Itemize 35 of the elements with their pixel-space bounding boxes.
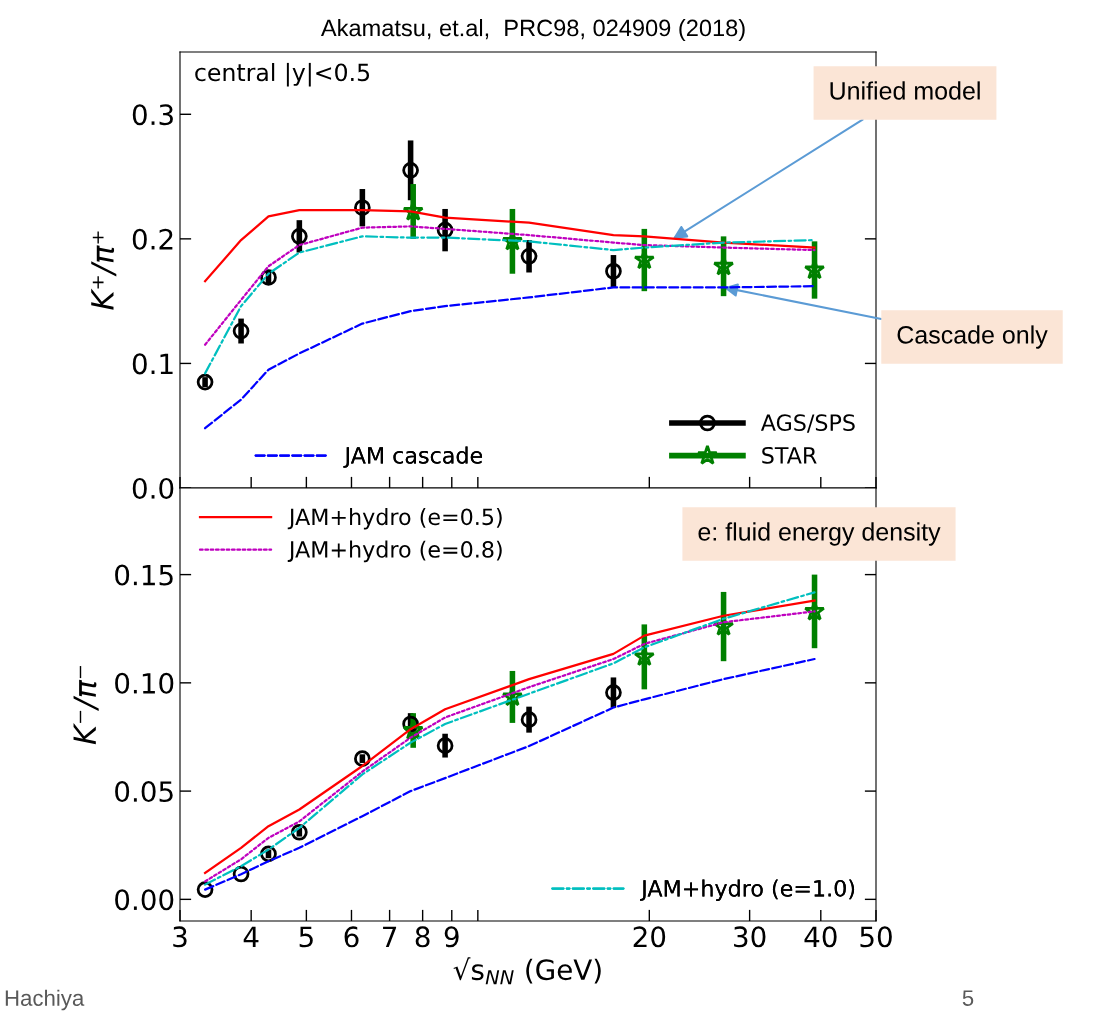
chart-title: Akamatsu, et.al, PRC98, 024909 (2018) <box>320 19 745 41</box>
x-tick-label: 30 <box>734 926 766 948</box>
x-tick-label: 20 <box>633 926 666 948</box>
x-tick-label: 50 <box>860 926 892 948</box>
x-tick-label: 9 <box>444 926 459 948</box>
text: Hachiya <box>5 989 85 1011</box>
x-tick-label: 3 <box>173 926 187 948</box>
legend-label: JAM cascade <box>343 446 483 468</box>
y-tick-label: 0.3 <box>132 104 173 126</box>
y-tick-label: 0.1 <box>132 353 173 375</box>
y-axis-title: K⁻/π⁻ <box>73 666 99 745</box>
x-tick-label: 5 <box>299 926 313 948</box>
y-tick-label: 0.05 <box>115 781 173 803</box>
x-tick-label: 8 <box>415 926 430 948</box>
annotation: Cascade only <box>897 325 1048 349</box>
y-axis-title: K⁺/π⁺ <box>91 231 117 310</box>
y-tick-label: 0.2 <box>132 228 173 250</box>
x-axis-title: √s$_{NN}$ (GeV) <box>453 957 601 985</box>
x-tick-label: 4 <box>243 926 259 947</box>
annotation: e: fluid energy density <box>698 522 941 546</box>
annotation: central |y|<0.5 <box>195 62 370 87</box>
text: 5 <box>962 990 974 1006</box>
y-tick-label: 0.15 <box>115 564 173 586</box>
x-tick-label: 6 <box>344 926 359 948</box>
x-tick-label: 40 <box>804 926 837 948</box>
legend-label: JAM+hydro (e=0.8) <box>287 540 502 563</box>
y-tick-label: 0.0 <box>132 477 174 499</box>
legend-label: JAM+hydro (e=1.0) <box>640 879 855 901</box>
x-tick-label: 7 <box>383 926 397 947</box>
legend-label: STAR <box>762 446 817 464</box>
legend-label: JAM+hydro (e=0.5) <box>287 508 502 530</box>
y-tick-label: 0.10 <box>115 672 174 694</box>
legend-label: AGS/SPS <box>760 414 855 433</box>
y-tick-label: 0.00 <box>115 889 174 911</box>
annotation: Unified model <box>830 81 980 100</box>
